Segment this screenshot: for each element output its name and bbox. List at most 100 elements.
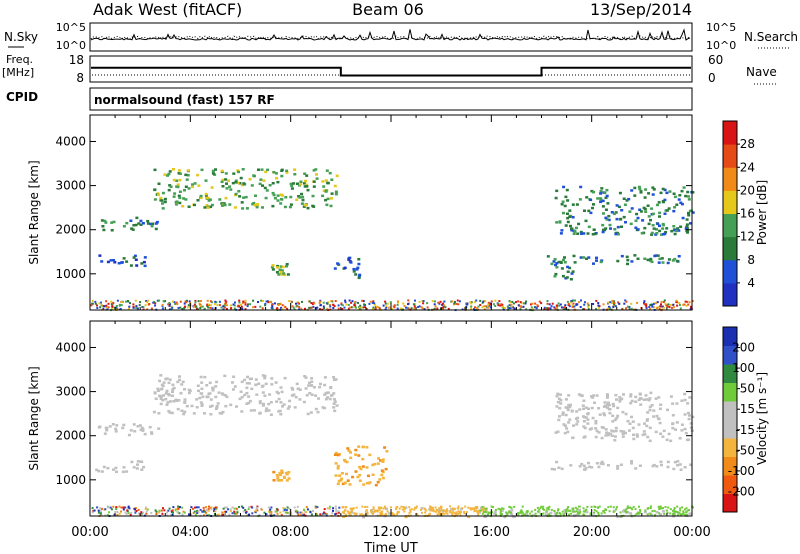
x-tick-label: 16:00 bbox=[473, 525, 510, 540]
noise-left-tick-bottom: 10^0 bbox=[56, 39, 86, 52]
y-tick-label: 4000 bbox=[55, 134, 86, 148]
colorbar-segment bbox=[723, 236, 737, 261]
time-axis-label: Time UT bbox=[363, 541, 417, 554]
colorbar-tick-label: 24 bbox=[740, 160, 755, 174]
colorbar-segment bbox=[723, 456, 737, 476]
echo-region bbox=[153, 168, 339, 210]
colorbar-tick-label: 15 bbox=[740, 402, 755, 416]
power-x-ticks bbox=[89, 115, 693, 310]
echo-region bbox=[554, 391, 695, 443]
colorbar-segment bbox=[723, 213, 737, 238]
noise-right-tick-bottom: 10^0 bbox=[706, 39, 736, 52]
near-range-scatter bbox=[90, 299, 694, 312]
colorbar-tick-label: 100 bbox=[732, 361, 755, 375]
colorbar-tick-label: -100 bbox=[728, 464, 755, 478]
colorbar-segment bbox=[723, 401, 737, 420]
power-panel: 1000 2000 3000 4000 Slant Range [km] 4 8 12 16… bbox=[27, 114, 769, 312]
colorbar-segment bbox=[723, 259, 737, 284]
colorbar-segment bbox=[723, 382, 737, 402]
echo-region bbox=[550, 460, 693, 471]
colorbar-tick-label: 16 bbox=[740, 207, 755, 221]
velocity-panel: 1000 2000 3000 4000 Slant Range [km] -200 -1… bbox=[27, 320, 769, 519]
colorbar-segment bbox=[723, 364, 737, 383]
cpid-label: CPID bbox=[6, 90, 38, 104]
velocity-colorbar-label: Velocity [m s⁻¹] bbox=[755, 372, 769, 465]
x-tick-label: 20:00 bbox=[573, 525, 610, 540]
colorbar-segment bbox=[723, 190, 737, 214]
colorbar-segment bbox=[723, 167, 737, 191]
echo-region bbox=[152, 374, 339, 416]
echo-region bbox=[342, 506, 493, 519]
frequency-line bbox=[91, 66, 691, 77]
echo-region bbox=[272, 469, 291, 482]
x-tick-label: 00:00 bbox=[71, 525, 108, 540]
velocity-y-ticks: 1000 2000 3000 4000 bbox=[55, 340, 692, 487]
near-range-scatter bbox=[91, 505, 694, 518]
nave-label: Nave bbox=[746, 65, 777, 79]
noise-right-label: N.Search bbox=[744, 30, 798, 44]
x-tick-label: 08:00 bbox=[272, 525, 309, 540]
echo-region bbox=[552, 258, 577, 281]
echo-region bbox=[95, 460, 146, 474]
colorbar-segment bbox=[723, 327, 737, 346]
colorbar-tick-label: -15 bbox=[735, 423, 755, 437]
time-tick-labels: 00:00 04:00 08:00 12:00 16:00 20:00 00:00 bbox=[71, 525, 710, 540]
colorbar-tick-label: 20 bbox=[740, 183, 755, 197]
echo-region bbox=[484, 508, 692, 519]
frequency-panel: 18 8 60 0 Freq. [MHz] Nave bbox=[2, 53, 778, 85]
freq-label-top: Freq. bbox=[6, 53, 33, 66]
freq-left-tick-top: 18 bbox=[69, 53, 84, 67]
colorbar-frame bbox=[722, 326, 738, 513]
echo-region bbox=[333, 445, 389, 487]
noise-search-line bbox=[90, 35, 691, 40]
power-y-axis-label: Slant Range [km] bbox=[27, 160, 41, 264]
power-echo-layer bbox=[90, 168, 695, 312]
echo-region bbox=[98, 254, 147, 268]
station-title: Adak West (fitACF) bbox=[93, 0, 242, 19]
colorbar-segment bbox=[723, 493, 737, 513]
echo-region bbox=[333, 256, 362, 280]
power-colorbar: 4 8 12 16 20 24 28 bbox=[722, 120, 755, 307]
colorbar-tick-label: 50 bbox=[740, 382, 755, 396]
velocity-echo-layer bbox=[91, 374, 695, 519]
y-tick-label: 3000 bbox=[55, 385, 86, 399]
x-tick-label: 00:00 bbox=[673, 525, 710, 540]
velocity-y-axis-label: Slant Range [km] bbox=[27, 366, 41, 470]
colorbar-tick-label: 12 bbox=[740, 230, 755, 244]
colorbar-tick-label: 28 bbox=[740, 137, 755, 151]
colorbar-segment bbox=[723, 282, 737, 307]
echo-region bbox=[554, 185, 695, 236]
colorbar-tick-label: 8 bbox=[747, 253, 755, 267]
y-tick-label: 2000 bbox=[55, 223, 86, 237]
velocity-colorbar: -200 -100 -50 -15 15 50 100 200 bbox=[722, 326, 755, 513]
noise-panel: 10^5 10^0 10^5 10^0 N.Sky N.Search bbox=[4, 21, 798, 52]
colorbar-tick-label: -50 bbox=[735, 443, 755, 457]
colorbar-segment bbox=[723, 144, 737, 168]
colorbar-segment bbox=[723, 475, 737, 494]
cpid-mode: normalsound (fast) 157 RF bbox=[94, 93, 275, 107]
colorbar-segment bbox=[723, 419, 737, 439]
freq-right-tick-bottom: 0 bbox=[708, 71, 716, 85]
date-title: 13/Sep/2014 bbox=[590, 0, 692, 19]
colorbar-segment bbox=[723, 345, 737, 365]
y-tick-label: 4000 bbox=[55, 340, 86, 354]
y-tick-label: 3000 bbox=[55, 179, 86, 193]
y-tick-label: 2000 bbox=[55, 429, 86, 443]
freq-label-bottom: [MHz] bbox=[2, 66, 34, 79]
x-tick-label: 12:00 bbox=[372, 525, 409, 540]
echo-region bbox=[270, 263, 290, 277]
echo-region bbox=[100, 216, 159, 232]
x-tick-label: 04:00 bbox=[172, 525, 209, 540]
echo-region bbox=[97, 423, 161, 437]
noise-left-label: N.Sky bbox=[4, 30, 38, 44]
power-y-ticks: 1000 2000 3000 4000 bbox=[55, 134, 692, 281]
colorbar-segment bbox=[723, 121, 737, 145]
beam-title: Beam 06 bbox=[352, 0, 424, 19]
power-colorbar-label: Power [dB] bbox=[755, 180, 769, 245]
colorbar-tick-label: 200 bbox=[732, 341, 755, 355]
noise-left-tick-top: 10^5 bbox=[56, 21, 86, 34]
cpid-panel: CPID normalsound (fast) 157 RF bbox=[6, 87, 693, 111]
colorbar-tick-label: -200 bbox=[728, 484, 755, 498]
colorbar-tick-label: 4 bbox=[747, 276, 755, 290]
